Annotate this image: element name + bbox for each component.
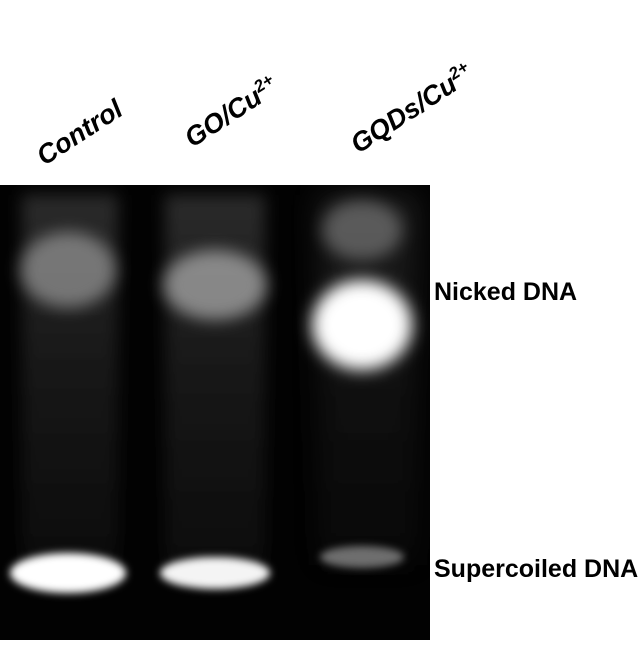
lane-label-gqds-cu: GQDs/Cu2+ [345,57,479,160]
lane-label-gqds-cu-text: GQDs/Cu [345,68,463,160]
lane-label-control-text: Control [31,93,128,172]
nicked-dna-label: Nicked DNA [434,278,578,306]
lane-gqds-cu-supercoiled-band [320,546,404,568]
lane-label-go-cu: GO/Cu2+ [179,70,284,154]
lane-label-control: Control [31,93,129,172]
lane-gqds-cu-top-glow [322,200,402,260]
lane-gqds-cu [312,195,418,568]
supercoiled-dna-label: Supercoiled DNA [434,555,639,583]
lane-label-go-cu-text: GO/Cu [179,81,268,154]
lane-gqds-cu-nicked-band [312,280,412,370]
lane-control-nicked-band [20,232,116,308]
gel-svg [10,195,418,593]
lane-go-cu-supercoiled-band [160,557,270,589]
lane-go-cu-nicked-band [163,250,267,320]
lane-control-supercoiled-band [10,553,126,593]
gel-image [0,185,430,640]
lane-go-cu [160,195,270,589]
lane-control [10,195,126,593]
